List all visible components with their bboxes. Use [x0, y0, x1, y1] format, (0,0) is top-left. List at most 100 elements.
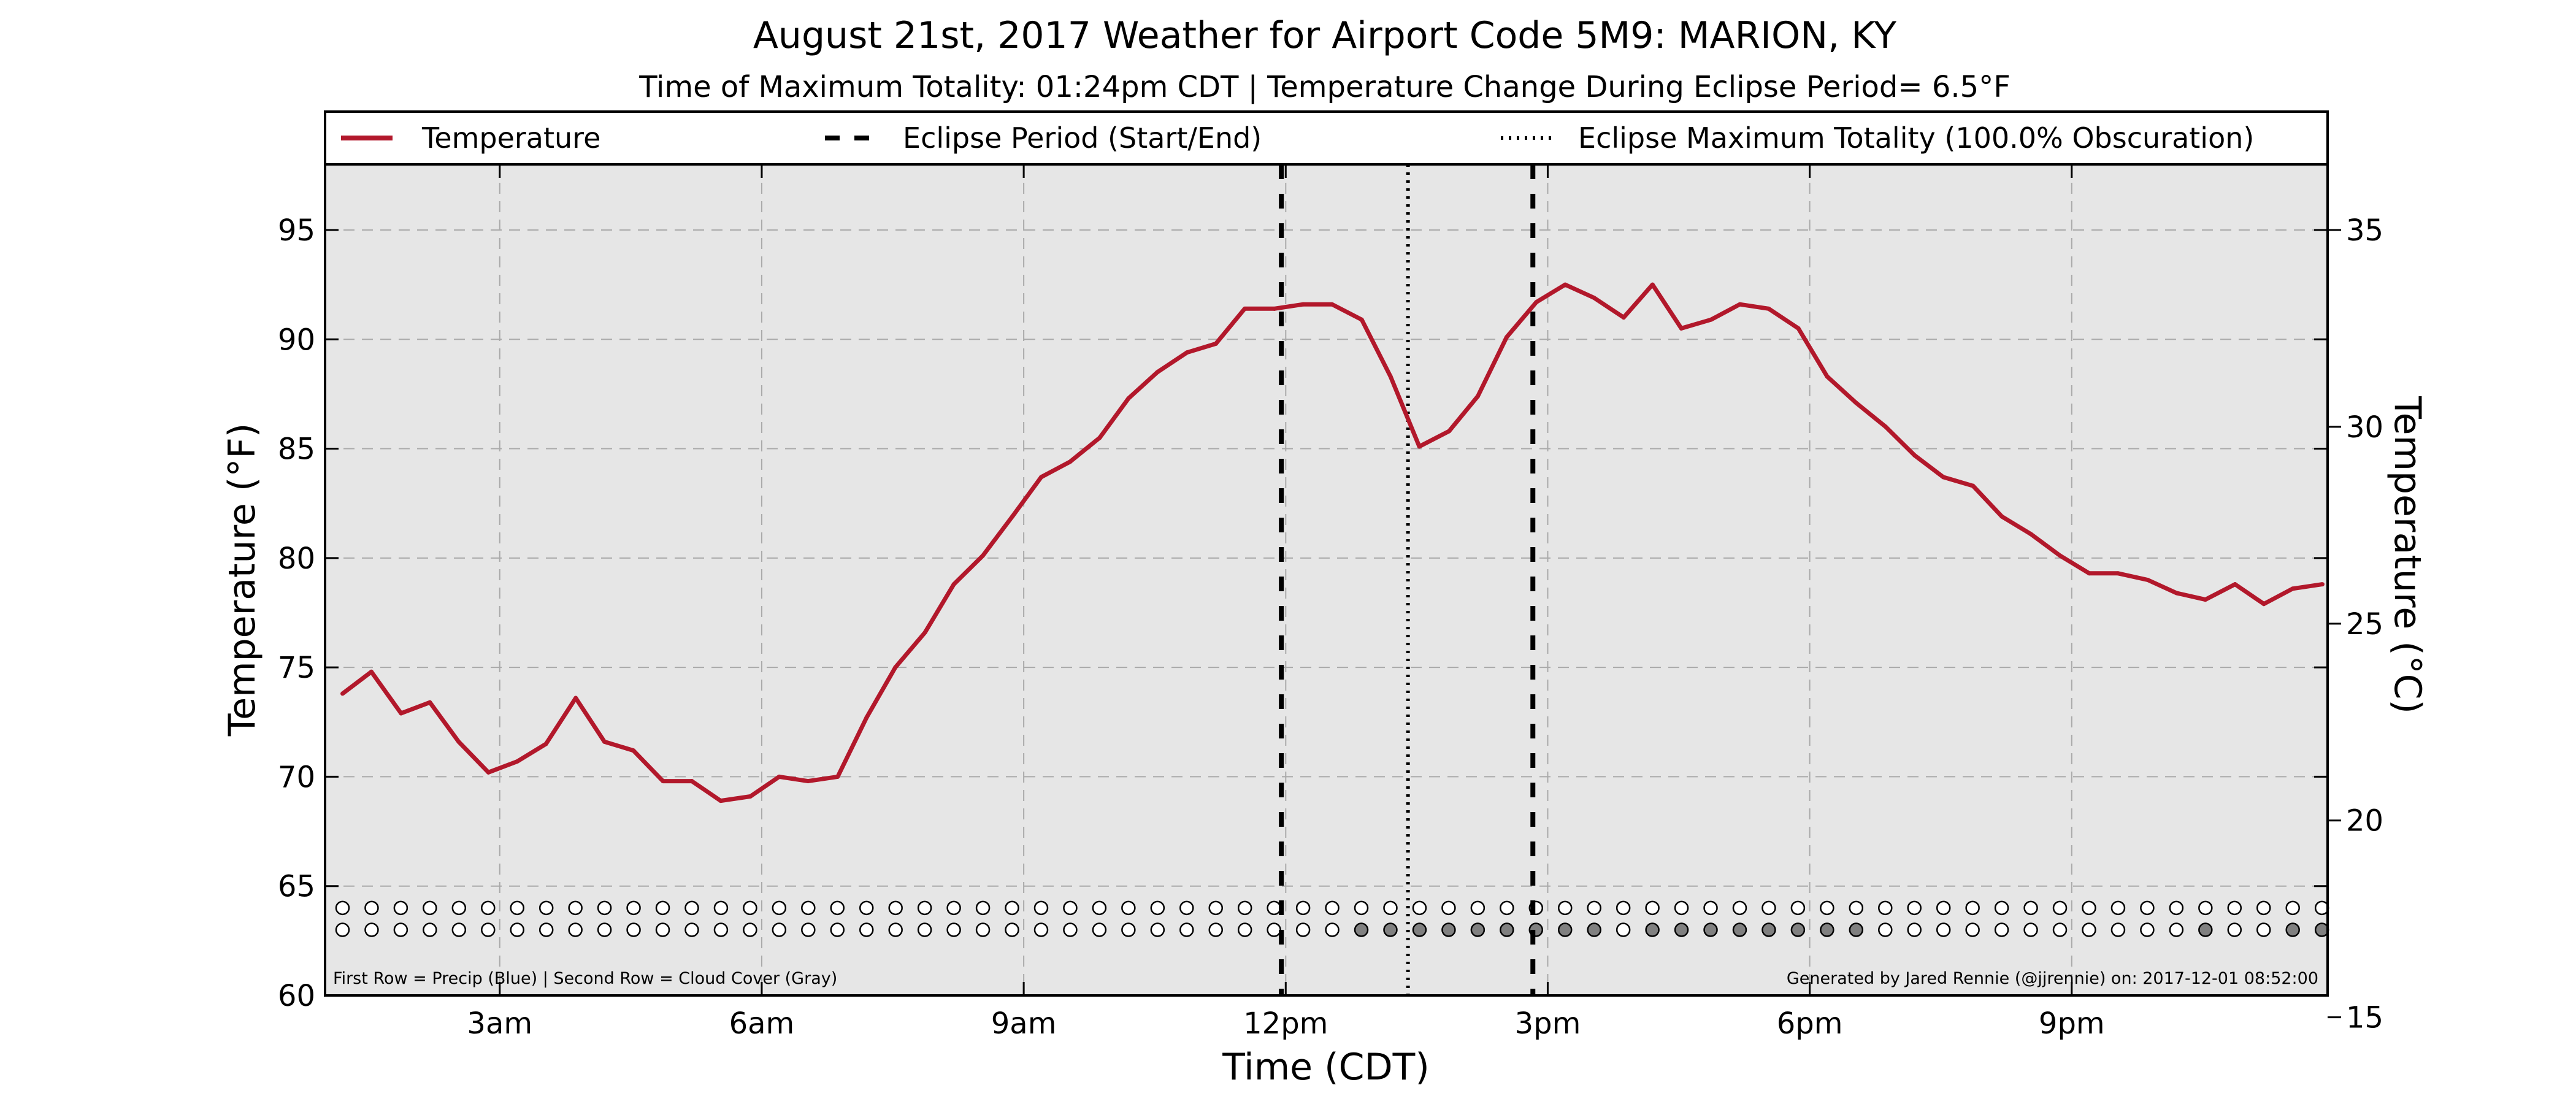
- precip-marker: [393, 900, 408, 916]
- cloud-marker: [1994, 922, 2009, 937]
- temperature-point: [1650, 282, 1655, 287]
- cloud-marker: [1645, 922, 1660, 937]
- temperature-point: [718, 799, 723, 803]
- precip-marker: [1557, 900, 1573, 916]
- y-tick-label-left: 95: [278, 213, 315, 248]
- temperature-point: [689, 779, 694, 784]
- temperature-point: [893, 665, 898, 670]
- temperature-point: [1563, 282, 1568, 287]
- precip-marker: [597, 900, 612, 916]
- legend: Temperature Eclipse Period (Start/End) E…: [324, 110, 2329, 166]
- temperature-point: [1155, 370, 1160, 375]
- precip-marker: [1033, 900, 1049, 916]
- temperature-point: [515, 759, 519, 764]
- y-axis-label-right: Temperature (°C): [2386, 396, 2429, 714]
- chart-title: August 21st, 2017 Weather for Airport Co…: [753, 14, 1897, 57]
- precip-marker: [2140, 900, 2155, 916]
- precip-marker: [364, 900, 379, 916]
- cloud-marker: [1412, 922, 1427, 937]
- temperature-point: [1097, 435, 1102, 440]
- y-axis-right: 15 20 25 30 35: [2328, 213, 2383, 1035]
- temperature-point: [2028, 532, 2033, 537]
- precip-marker: [1674, 900, 1689, 916]
- precip-marker: [2052, 900, 2068, 916]
- precip-marker: [1616, 900, 1631, 916]
- precip-marker: [1150, 900, 1165, 916]
- cloud-marker: [1179, 922, 1194, 937]
- cloud-marker: [743, 922, 757, 937]
- y-tick-label-left: 85: [278, 432, 315, 467]
- x-tick-label: 9am: [991, 1006, 1057, 1041]
- precip-marker: [743, 900, 757, 916]
- temperature-point: [1738, 302, 1742, 307]
- cloud-marker: [975, 922, 991, 937]
- precip-marker: [2285, 900, 2300, 916]
- cloud-marker: [1936, 922, 1951, 937]
- y-tick-label-left: 90: [278, 323, 315, 357]
- cloud-marker: [1295, 922, 1311, 937]
- cloud-marker: [1005, 922, 1019, 937]
- precip-marker: [1208, 900, 1223, 916]
- temperature-point: [951, 582, 956, 587]
- cloud-marker: [1907, 922, 1922, 937]
- legend-label-temperature: Temperature: [421, 121, 600, 155]
- cloud-marker: [2110, 922, 2126, 937]
- legend-label-eclipse-max: Eclipse Maximum Totality (100.0% Obscura…: [1578, 121, 2254, 155]
- temperature-point: [631, 748, 636, 753]
- precip-marker: [1820, 900, 1834, 916]
- cloud-marker: [1121, 922, 1136, 937]
- precip-marker: [2023, 900, 2038, 916]
- y-tick-label-right: 30: [2346, 410, 2383, 445]
- precip-marker: [1179, 900, 1194, 916]
- cloud-marker: [539, 922, 554, 937]
- precip-marker: [1761, 900, 1776, 916]
- cloud-marker: [917, 922, 932, 937]
- cloud-marker: [1092, 922, 1107, 937]
- temperature-point: [1388, 374, 1393, 379]
- cloud-marker: [772, 922, 787, 937]
- precip-marker: [1587, 900, 1601, 916]
- precip-marker: [713, 900, 729, 916]
- temperature-point: [2145, 578, 2150, 582]
- cloud-marker: [335, 922, 350, 937]
- temperature-point: [1884, 424, 1888, 429]
- precip-marker: [1383, 900, 1398, 916]
- temperature-point: [835, 774, 840, 779]
- temperature-point: [543, 742, 548, 746]
- y-tick-label-left: 80: [278, 542, 315, 576]
- temperature-point: [427, 700, 432, 705]
- cloud-marker: [2169, 922, 2184, 937]
- precip-marker: [1267, 900, 1281, 916]
- temperature-point: [1039, 475, 1044, 480]
- cloud-marker: [423, 922, 437, 937]
- temperature-points: [340, 282, 2325, 803]
- precip-marker: [1500, 900, 1514, 916]
- cloud-marker: [655, 922, 670, 937]
- precip-marker: [1732, 900, 1747, 916]
- cloud-marker: [801, 922, 816, 937]
- precip-marker: [1790, 900, 1806, 916]
- cloud-marker: [1470, 922, 1485, 937]
- precip-marker: [1470, 900, 1485, 916]
- temperature-point: [1213, 341, 1218, 346]
- temperature-point: [661, 779, 665, 784]
- x-tick-label: 3pm: [1515, 1006, 1581, 1041]
- temperature-point: [456, 739, 461, 744]
- x-tick-label: 6am: [729, 1006, 795, 1041]
- temperature-point: [1679, 326, 1684, 331]
- temperature-point: [1330, 302, 1335, 307]
- cloud-marker: [626, 922, 641, 937]
- x-axis-label: Time (CDT): [1222, 1046, 1429, 1089]
- cloud-marker: [1557, 922, 1573, 937]
- temperature-point: [1709, 317, 1714, 322]
- cloud-marker: [481, 922, 496, 937]
- precip-marker: [335, 900, 350, 916]
- temperature-point: [1272, 306, 1277, 311]
- x-tick-label: 6pm: [1777, 1006, 1843, 1041]
- legend-label-eclipse-period: Eclipse Period (Start/End): [903, 121, 1262, 155]
- precip-marker: [2110, 900, 2126, 916]
- footnote-left: First Row = Precip (Blue) | Second Row =…: [333, 969, 837, 988]
- temperature-point: [748, 794, 753, 799]
- precip-marker: [1907, 900, 1922, 916]
